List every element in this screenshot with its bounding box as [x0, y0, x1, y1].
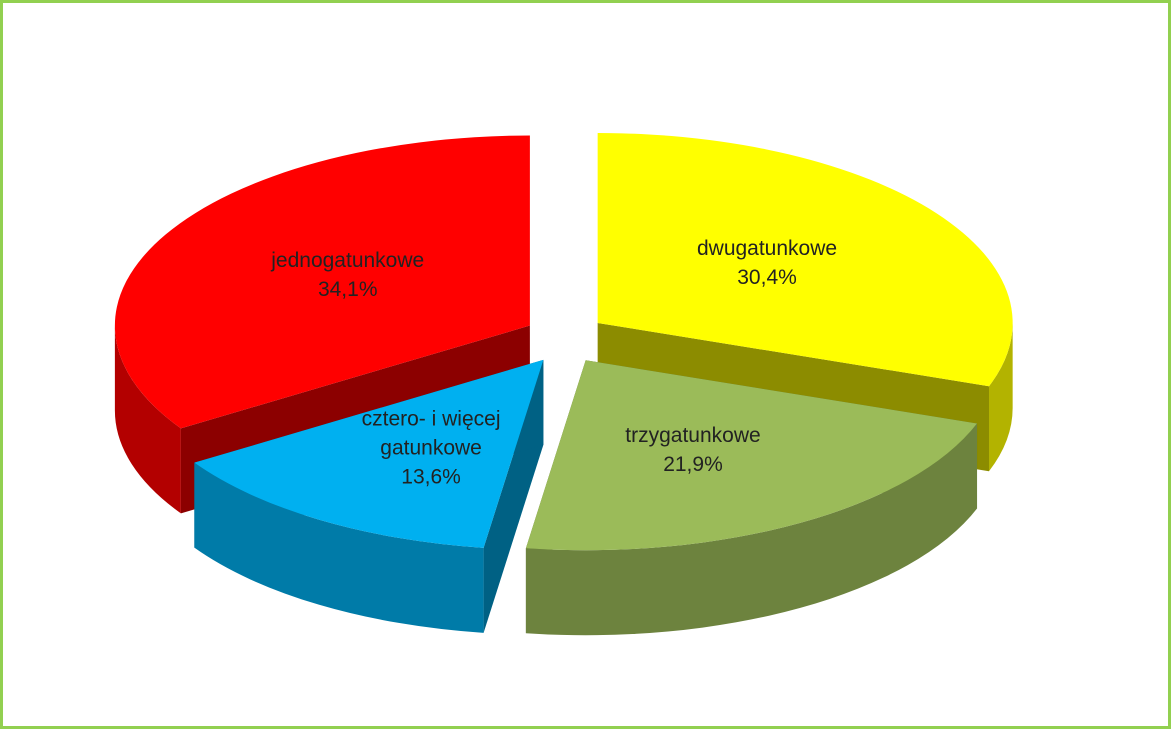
slice-wall	[988, 322, 1013, 472]
slice-label: jednogatunkowe 34,1%	[248, 246, 448, 304]
category-label: cztero- i więcej gatunkowe	[361, 407, 501, 460]
value-label: 13,6%	[401, 465, 461, 489]
category-label: jednogatunkowe	[271, 249, 425, 273]
slice-label: trzygatunkowe 21,9%	[593, 421, 793, 479]
pie-plot	[114, 132, 1013, 636]
slice-wall	[525, 423, 978, 636]
category-label: trzygatunkowe	[625, 423, 761, 447]
value-label: 21,9%	[663, 452, 723, 476]
category-label: dwugatunkowe	[696, 236, 838, 260]
pie-slice	[194, 359, 544, 548]
value-label: 30,4%	[737, 265, 797, 289]
value-label: 34,1%	[317, 278, 378, 302]
slice-label: cztero- i więcej gatunkowe 13,6%	[331, 404, 531, 491]
pie-slice	[525, 360, 978, 551]
slice-wall	[194, 462, 484, 633]
slice-label: dwugatunkowe 30,4%	[667, 234, 867, 292]
pie-slice	[597, 132, 1013, 387]
pie-slice	[114, 135, 530, 429]
slice-wall	[114, 325, 181, 514]
